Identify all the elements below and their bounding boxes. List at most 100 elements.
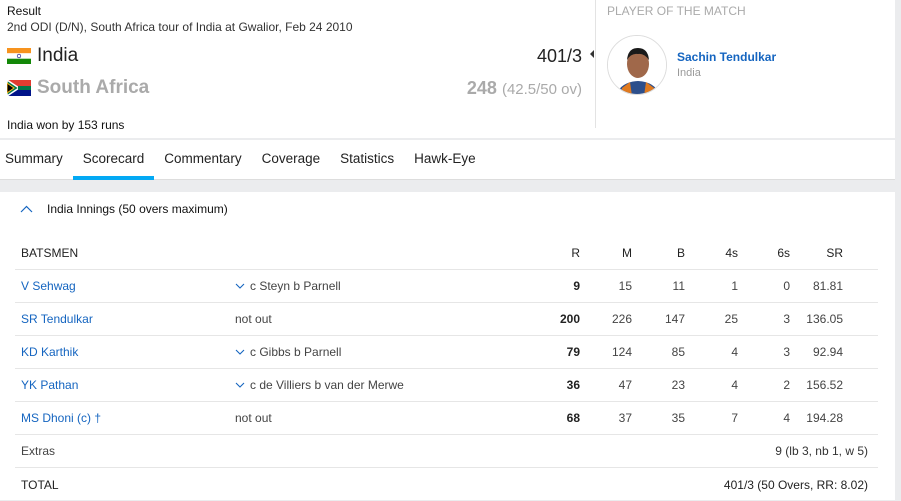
extras-label: Extras (21, 444, 56, 458)
sixes: 3 (783, 312, 790, 326)
runs: 79 (566, 345, 580, 359)
col-6s: 6s (777, 246, 790, 260)
batting-table: BATSMEN R M B 4s 6s SR V Sehwag c Steyn … (15, 237, 878, 501)
result-text: India won by 153 runs (7, 118, 125, 132)
chevron-up-icon (20, 205, 33, 213)
table-row: YK Pathan c de Villiers b van der Merwe … (15, 369, 878, 402)
dismissal[interactable]: c Gibbs b Parnell (235, 345, 528, 359)
innings-toggle[interactable]: India Innings (50 overs maximum) (20, 202, 228, 216)
table-header: BATSMEN R M B 4s 6s SR (15, 237, 878, 270)
tab-bar: Summary Scorecard Commentary Coverage St… (0, 140, 895, 180)
tab-summary[interactable]: Summary (5, 151, 63, 166)
tab-coverage[interactable]: Coverage (261, 151, 321, 166)
extras-row: Extras 9 (lb 3, nb 1, w 5) (15, 435, 878, 468)
team-score: 248 (42.5/50 ov) (467, 77, 582, 101)
tab-hawk-eye[interactable]: Hawk-Eye (414, 151, 476, 166)
balls: 23 (671, 378, 685, 392)
fours: 1 (731, 279, 738, 293)
balls: 85 (671, 345, 685, 359)
col-batsmen: BATSMEN (21, 246, 79, 260)
dismissal-text: c de Villiers b van der Merwe (250, 378, 404, 392)
strike-rate: 194.28 (806, 411, 843, 425)
col-r: R (571, 246, 580, 260)
tab-commentary[interactable]: Commentary (164, 151, 242, 166)
batsman-link[interactable]: KD Karthik (21, 345, 79, 359)
table-row: KD Karthik c Gibbs b Parnell 79 124 85 4… (15, 336, 878, 369)
strike-rate: 81.81 (812, 279, 843, 293)
col-b: B (676, 246, 685, 260)
dismissal[interactable]: c Steyn b Parnell (235, 279, 528, 293)
match-header: Result 2nd ODI (D/N), South Africa tour … (0, 0, 895, 138)
score-overs: (42.5/50 ov) (501, 81, 582, 98)
team-name: India (37, 45, 79, 66)
runs: 68 (566, 411, 580, 425)
minutes: 226 (611, 312, 632, 326)
india-flag-icon (7, 48, 31, 64)
dismissal-text: not out (235, 312, 272, 326)
sixes: 2 (783, 378, 790, 392)
batsman-link[interactable]: SR Tendulkar (21, 312, 93, 326)
total-label: TOTAL (21, 477, 59, 492)
batsmen-rows: V Sehwag c Steyn b Parnell 9 15 11 1 0 8… (15, 270, 878, 435)
minutes: 124 (611, 345, 632, 359)
team-name: South Africa (37, 77, 150, 98)
match-info: 2nd ODI (D/N), South Africa tour of Indi… (7, 20, 353, 34)
strike-rate: 156.52 (806, 378, 843, 392)
chevron-down-icon[interactable] (235, 283, 245, 289)
col-sr: SR (826, 246, 843, 260)
runs: 36 (566, 378, 580, 392)
team-south-africa[interactable]: South Africa (7, 77, 149, 99)
table-row: V Sehwag c Steyn b Parnell 9 15 11 1 0 8… (15, 270, 878, 303)
balls: 147 (664, 312, 685, 326)
minutes: 47 (618, 378, 632, 392)
dismissal[interactable]: c de Villiers b van der Merwe (235, 378, 528, 392)
strike-rate: 92.94 (812, 345, 843, 359)
chevron-down-icon[interactable] (235, 382, 245, 388)
strike-rate: 136.05 (806, 312, 843, 326)
dismissal-text: not out (235, 411, 272, 425)
player-photo-icon (608, 36, 666, 94)
table-row: MS Dhoni (c) † not out 68 37 35 7 4 194.… (15, 402, 878, 435)
potm-team: India (677, 67, 701, 79)
innings-card: India Innings (50 overs maximum) BATSMEN… (0, 192, 895, 500)
total-value: 401/3 (50 Overs, RR: 8.02) (723, 477, 868, 492)
fours: 25 (724, 312, 738, 326)
fours: 4 (731, 345, 738, 359)
sixes: 3 (783, 345, 790, 359)
batsman-link[interactable]: YK Pathan (21, 378, 79, 392)
tab-statistics[interactable]: Statistics (340, 151, 395, 166)
balls: 11 (672, 279, 685, 293)
minutes: 15 (618, 279, 632, 293)
current-innings-caret-icon (590, 50, 594, 58)
team-india[interactable]: India (7, 45, 78, 67)
divider (595, 0, 596, 128)
dismissal: not out (235, 411, 528, 425)
team-score: 401/3 (536, 46, 582, 66)
player-avatar[interactable] (607, 35, 667, 95)
tab-scorecard[interactable]: Scorecard (72, 140, 154, 180)
extras-value: 9 (lb 3, nb 1, w 5) (775, 444, 868, 458)
chevron-down-icon[interactable] (235, 349, 245, 355)
innings-title: India Innings (50 overs maximum) (47, 202, 228, 216)
sixes: 4 (783, 411, 790, 425)
dismissal-text: c Gibbs b Parnell (250, 345, 342, 359)
score-runs: 248 (466, 78, 497, 98)
runs: 9 (573, 279, 580, 293)
total-row: TOTAL 401/3 (50 Overs, RR: 8.02) (15, 468, 878, 501)
col-4s: 4s (725, 246, 738, 260)
runs: 200 (559, 312, 580, 326)
fours: 7 (731, 411, 738, 425)
balls: 35 (671, 411, 685, 425)
batsman-link[interactable]: MS Dhoni (c) † (21, 411, 102, 425)
dismissal-text: c Steyn b Parnell (250, 279, 341, 293)
dismissal: not out (235, 312, 528, 326)
sixes: 0 (783, 279, 790, 293)
table-row: SR Tendulkar not out 200 226 147 25 3 13… (15, 303, 878, 336)
match-status: Result (7, 4, 42, 18)
potm-player-link[interactable]: Sachin Tendulkar (677, 50, 777, 64)
fours: 4 (731, 378, 738, 392)
batsman-link[interactable]: V Sehwag (21, 279, 76, 293)
south-africa-flag-icon (7, 80, 31, 96)
minutes: 37 (618, 411, 632, 425)
col-m: M (622, 246, 632, 260)
